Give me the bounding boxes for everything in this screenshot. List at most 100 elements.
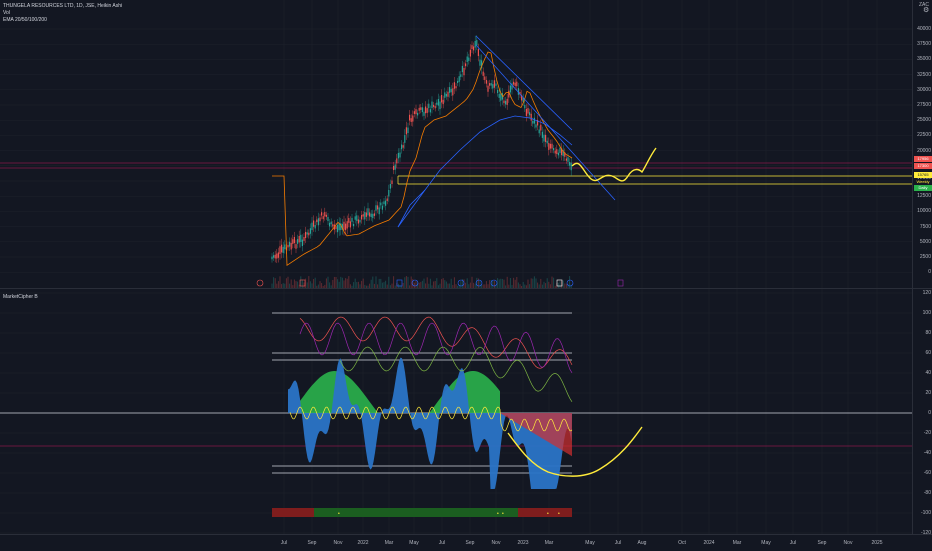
price-axis[interactable]: ZAC ⚙ 40000 37500 35000 32500 30000 27500 2500… (912, 0, 932, 288)
candle-body (282, 246, 284, 253)
volume-bar (306, 282, 308, 288)
volume-bar (372, 276, 374, 288)
volume-bar (517, 282, 519, 288)
oscillator-legend[interactable]: MarketCipher B (3, 294, 38, 301)
candle-body (314, 225, 316, 229)
volume-bar (570, 284, 572, 288)
candle-body (556, 149, 558, 154)
volume-bar (508, 284, 510, 288)
volume-bar (485, 281, 487, 288)
candle-body (570, 162, 572, 171)
event-marker-dividend[interactable] (475, 279, 483, 287)
event-marker-dividend[interactable] (256, 279, 264, 287)
main-legend[interactable]: THUNGELA RESOURCES LTD, 1D, JSE, Heikin … (3, 3, 122, 24)
volume-bar (325, 278, 327, 288)
volume-bar (540, 278, 542, 288)
time-axis-label: 2025 (871, 540, 883, 546)
oscillator-title[interactable]: MarketCipher B (3, 294, 38, 300)
time-axis-label: Nov (843, 540, 853, 546)
candle-body (423, 111, 425, 116)
oscillator-axis-label: -100 (920, 510, 931, 516)
candle-body (509, 85, 511, 93)
volume-bar (476, 277, 478, 288)
candle-body (425, 106, 427, 114)
candle-body (458, 76, 460, 82)
candle-body (341, 223, 343, 230)
candle-body (553, 148, 555, 151)
settings-icon[interactable]: ⚙ (923, 7, 930, 14)
symbol-title[interactable]: THUNGELA RESOURCES LTD, 1D, JSE, Heikin … (3, 3, 123, 9)
event-marker-earnings[interactable] (556, 279, 563, 287)
projection-drawing[interactable] (571, 147, 657, 182)
candle-body (429, 109, 431, 113)
oscillator-svg[interactable]: • • • • • (0, 289, 912, 534)
volume-bar (551, 276, 553, 288)
candle-body (497, 89, 499, 94)
candle-body (369, 212, 371, 217)
event-marker-future[interactable] (617, 279, 624, 287)
event-marker-dividend[interactable] (457, 279, 465, 287)
wave-area (288, 357, 572, 489)
oscillator-axis-label: 40 (925, 370, 931, 376)
pane-separator[interactable] (0, 288, 932, 289)
price-chart-pane[interactable]: THUNGELA RESOURCES LTD, 1D, JSE, Heikin … (0, 0, 912, 288)
volume-bar (529, 284, 531, 288)
volume-bar (277, 281, 279, 288)
trendline-upper[interactable] (475, 35, 573, 131)
volume-bar (346, 278, 348, 288)
volume-bar (559, 281, 561, 288)
candle-body (449, 87, 451, 93)
volume-bar (365, 285, 367, 288)
event-marker-earnings[interactable] (299, 279, 306, 287)
event-marker-dividend[interactable] (566, 279, 574, 287)
candle-body (391, 180, 393, 184)
price-chart-svg[interactable] (0, 0, 912, 288)
volume-bar (492, 280, 494, 288)
oscillator-axis-label: 20 (925, 390, 931, 396)
candle-body (527, 108, 529, 114)
candle-body (410, 118, 412, 122)
trendline-lower[interactable] (475, 44, 616, 201)
volume-bar (468, 284, 470, 288)
candle-body (481, 60, 483, 69)
volume-label[interactable]: Vol (3, 10, 10, 16)
oscillator-pane[interactable]: • • • • • MarketCipher B (0, 289, 912, 534)
volume-bar (452, 285, 454, 288)
time-axis-label: Sep (465, 540, 475, 546)
candle-body (442, 99, 444, 105)
volume-bar (305, 278, 307, 288)
volume-bar (511, 285, 513, 288)
event-marker-earnings[interactable] (396, 279, 403, 287)
candle-body (353, 223, 355, 227)
candle-body (402, 145, 404, 148)
candle-body (381, 205, 383, 210)
event-marker-dividend[interactable] (490, 279, 498, 287)
weekly-tag: Weekly (914, 179, 932, 185)
ema-label[interactable]: EMA 20/50/100/200 (3, 17, 47, 23)
candle-body (469, 49, 471, 57)
volume-bar (313, 279, 315, 288)
volume-bars (271, 276, 572, 288)
candle-body (281, 244, 283, 253)
time-axis-label: Aug (637, 540, 647, 546)
osc-projection-drawing[interactable] (507, 426, 643, 477)
candle-body (276, 253, 278, 259)
oscillator-axis-label: -80 (923, 490, 931, 496)
volume-bar (389, 285, 391, 288)
time-axis[interactable]: Jul Sep Nov 2022 Mar May Jul Sep Nov 2023 Mar May Ju… (0, 534, 932, 551)
volume-bar (471, 276, 473, 288)
oscillator-axis[interactable]: 120 100 80 60 40 20 0 -20 -40 -60 -80 -100 -120 (912, 289, 932, 536)
price-axis-label: 32500 (917, 71, 931, 78)
event-marker-dividend[interactable] (411, 279, 419, 287)
volume-bar (447, 283, 449, 288)
volume-bar (301, 279, 303, 288)
volume-bar (500, 278, 502, 288)
event-markers[interactable] (256, 279, 624, 287)
trendline-rise[interactable] (397, 189, 426, 228)
candle-body (292, 239, 294, 244)
candle-body (287, 244, 289, 248)
candle-body (273, 255, 275, 258)
volume-bar (298, 284, 300, 288)
price-axis-label: 35000 (917, 56, 931, 63)
volume-bar (289, 283, 291, 288)
